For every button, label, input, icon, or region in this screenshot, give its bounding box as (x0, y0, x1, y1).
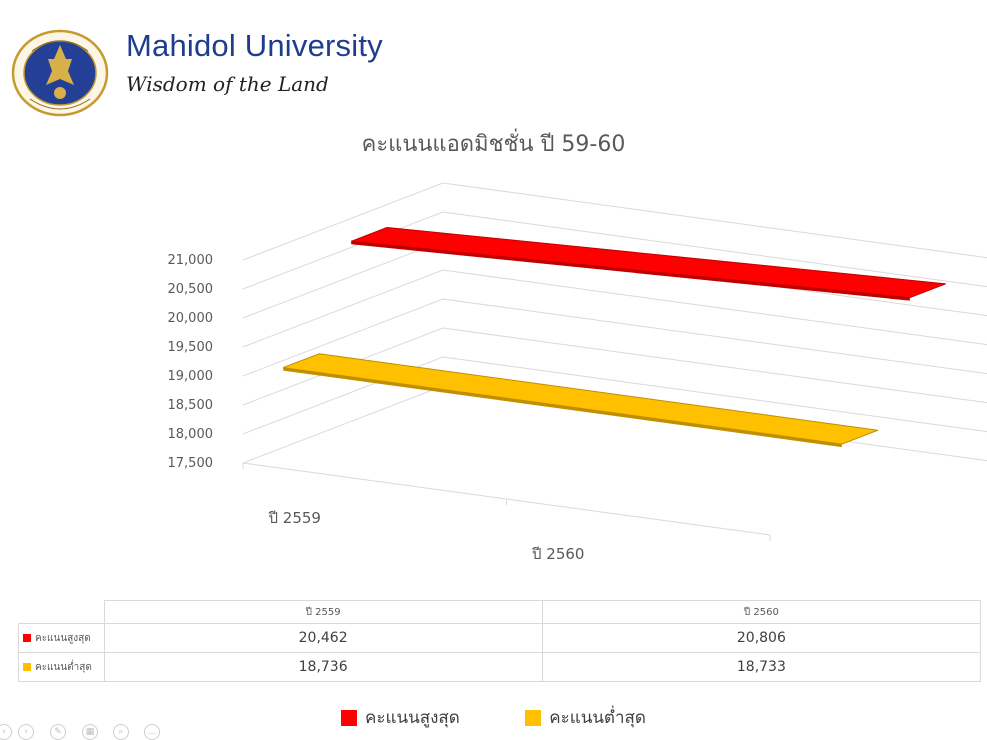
series-ribbon-min (283, 353, 878, 445)
table-row-label: คะแนนสูงสุด (35, 632, 91, 644)
y-tick-label: 18,500 (168, 398, 214, 413)
chart-data-table: ปี 2559 ปี 2560 คะแนนสูงสุด 20,462 20,80… (18, 600, 982, 682)
table-cell: 18,733 (541, 652, 982, 682)
x-tick-label: ปี 2559 (268, 509, 321, 527)
table-row: คะแนนต่ำสุด 18,736 18,733 (18, 652, 982, 682)
y-tick-label: 20,500 (168, 282, 214, 297)
y-tick-label: 21,000 (168, 253, 214, 268)
legend-item-max: คะแนนสูงสุด (341, 704, 460, 731)
y-tick-label: 20,000 (168, 311, 214, 326)
x-tick-label: ปี 2560 (531, 545, 584, 563)
table-cell: 18,736 (103, 652, 543, 682)
legend-item-min: คะแนนต่ำสุด (525, 704, 646, 731)
gridline (242, 298, 987, 377)
table-column-header: ปี 2560 (541, 600, 982, 624)
legend-label-min: คะแนนต่ำสุด (549, 708, 646, 728)
y-tick-label: 17,500 (168, 456, 214, 471)
table-row: คะแนนสูงสุด 20,462 20,806 (18, 623, 982, 653)
slideshow-toolbar: ‹ › ✎ ▦ ⌕ … (0, 724, 170, 740)
series-ribbon-edge (283, 367, 842, 448)
chart-3d-plot: 17,500 18,000 18,500 19,000 19,500 20,000 20,5… (168, 182, 987, 563)
gridline (242, 327, 987, 406)
gridline (242, 182, 987, 261)
series-ribbon-max (351, 226, 946, 299)
legend-swatch-max (341, 709, 358, 726)
legend-label-max: คะแนนสูงสุด (365, 708, 460, 728)
gridline (242, 356, 987, 435)
y-tick-label: 19,000 (168, 369, 214, 384)
table-column-header: ปี 2559 (103, 600, 543, 624)
chart-title: คะแนนแอดมิชชั่น ปี 59-60 (361, 132, 626, 157)
table-row-label: คะแนนต่ำสุด (35, 661, 92, 673)
university-tagline: Wisdom of the Land (126, 72, 329, 96)
table-cell: 20,462 (103, 623, 543, 653)
y-tick-label: 19,500 (168, 340, 214, 355)
legend-key-min-swatch (23, 662, 31, 671)
series-ribbon-edge (351, 241, 910, 301)
table-cell: 20,806 (541, 623, 982, 653)
university-seal-logo (11, 29, 109, 117)
gridline (242, 211, 987, 290)
gridline (242, 269, 987, 348)
legend-key-max-swatch (23, 633, 31, 642)
university-name: Mahidol University (126, 28, 383, 63)
y-tick-label: 18,000 (168, 427, 214, 442)
chart-legend: คะแนนสูงสุด คะแนนต่ำสุด (0, 704, 987, 731)
legend-swatch-min (525, 709, 542, 726)
